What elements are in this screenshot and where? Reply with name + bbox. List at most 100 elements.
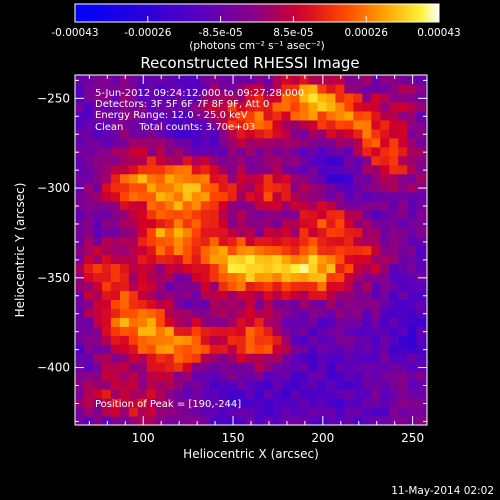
heatmap-cell (182, 416, 193, 426)
heatmap-cell (209, 371, 220, 381)
heatmap-cell (92, 416, 103, 426)
heatmap-cell (344, 227, 354, 238)
heatmap-cell (200, 317, 211, 327)
heatmap-cell (83, 164, 94, 175)
heatmap-cell (209, 272, 220, 283)
heatmap-cell (236, 389, 247, 399)
heatmap-cell (218, 398, 229, 408)
heatmap-cell (146, 326, 157, 336)
annotation-detectors: Detectors: 3F 5F 6F 7F 8F 9F, Att 0 (95, 99, 269, 110)
heatmap-cell (371, 209, 381, 220)
heatmap-cell (281, 281, 292, 291)
heatmap-cell (164, 155, 175, 166)
heatmap-cell (200, 227, 211, 238)
heatmap-cell (281, 416, 292, 426)
heatmap-cell (119, 299, 130, 309)
heatmap-cell (110, 371, 121, 381)
heatmap-cell (335, 326, 345, 336)
heatmap-cell (335, 335, 345, 345)
heatmap-cell (83, 335, 94, 345)
heatmap-cell (353, 173, 363, 184)
heatmap-cell (146, 146, 157, 157)
heatmap-cell (182, 380, 193, 390)
heatmap-cell (389, 200, 399, 211)
heatmap-cell (119, 344, 130, 354)
heatmap-cell (119, 290, 130, 300)
heatmap-cell (416, 398, 426, 408)
heatmap-cell (146, 155, 157, 166)
heatmap-cell (389, 272, 399, 283)
heatmap-cell (326, 75, 337, 85)
heatmap-cell (317, 245, 328, 256)
annotation-energy-range: Energy Range: 12.0 - 25.0 keV (95, 110, 248, 121)
heatmap-cell (209, 173, 220, 184)
heatmap-cell (173, 281, 184, 291)
heatmap-cell (164, 353, 175, 363)
heatmap-cell (353, 101, 363, 112)
heatmap-cell (209, 245, 220, 256)
heatmap-cell (200, 299, 211, 309)
heatmap-cell (227, 380, 238, 390)
heatmap-cell (380, 92, 390, 103)
heatmap-cell (326, 227, 337, 238)
heatmap-cell (209, 299, 220, 309)
heatmap-cell (308, 308, 319, 318)
heatmap-cell (92, 236, 103, 247)
heatmap-cell (191, 128, 202, 139)
heatmap-cell (389, 317, 399, 327)
heatmap-cell (362, 101, 372, 112)
heatmap-cell (335, 299, 345, 309)
heatmap-cell (254, 362, 265, 372)
annotations: 5-Jun-2012 09:24:12.000 to 09:27:28.000 … (95, 88, 304, 410)
heatmap-cell (245, 335, 256, 345)
heatmap-cell (137, 75, 148, 85)
heatmap-cell (407, 407, 417, 417)
heatmap-cell (299, 146, 310, 157)
heatmap-cell (218, 335, 229, 345)
heatmap-cell (110, 146, 121, 157)
heatmap-cell (83, 263, 94, 274)
heatmap-cell (83, 191, 94, 202)
heatmap-cell (164, 317, 175, 327)
heatmap-cell (344, 389, 354, 399)
heatmap-cell (236, 326, 247, 336)
heatmap-cell (407, 389, 417, 399)
heatmap-cell (299, 290, 310, 300)
heatmap-cell (101, 236, 112, 247)
heatmap-cell (254, 416, 265, 426)
heatmap-cell (191, 380, 202, 390)
heatmap-cell (353, 155, 363, 166)
heatmap-cell (173, 146, 184, 157)
heatmap-cell (110, 389, 121, 399)
heatmap-cell (110, 407, 121, 417)
heatmap-cell (137, 173, 148, 184)
heatmap-cell (281, 254, 292, 265)
heatmap-cell (335, 209, 345, 220)
heatmap-cell (335, 290, 345, 300)
heatmap-cell (92, 281, 103, 291)
heatmap-cell (299, 407, 310, 417)
heatmap-cell (389, 146, 399, 157)
heatmap-cell (200, 137, 211, 148)
heatmap-cell (119, 407, 130, 417)
heatmap-cell (101, 191, 112, 202)
heatmap-cell (416, 119, 426, 130)
heatmap-cell (128, 398, 139, 408)
heatmap-cell (83, 83, 94, 94)
heatmap-cell (299, 110, 310, 121)
heatmap-cell (407, 353, 417, 363)
heatmap-cell (146, 182, 157, 193)
heatmap-cell (290, 245, 301, 256)
heatmap-cell (119, 380, 130, 390)
heatmap-cell (191, 83, 202, 94)
heatmap-cell (119, 128, 130, 139)
heatmap-cell (407, 335, 417, 345)
heatmap-cell (200, 398, 211, 408)
heatmap-cell (182, 209, 193, 220)
heatmap-cell (290, 317, 301, 327)
heatmap-cell (416, 128, 426, 139)
heatmap-cell (164, 137, 175, 148)
heatmap-cell (146, 218, 157, 229)
heatmap-cell (227, 119, 238, 130)
heatmap-cell (119, 119, 130, 130)
